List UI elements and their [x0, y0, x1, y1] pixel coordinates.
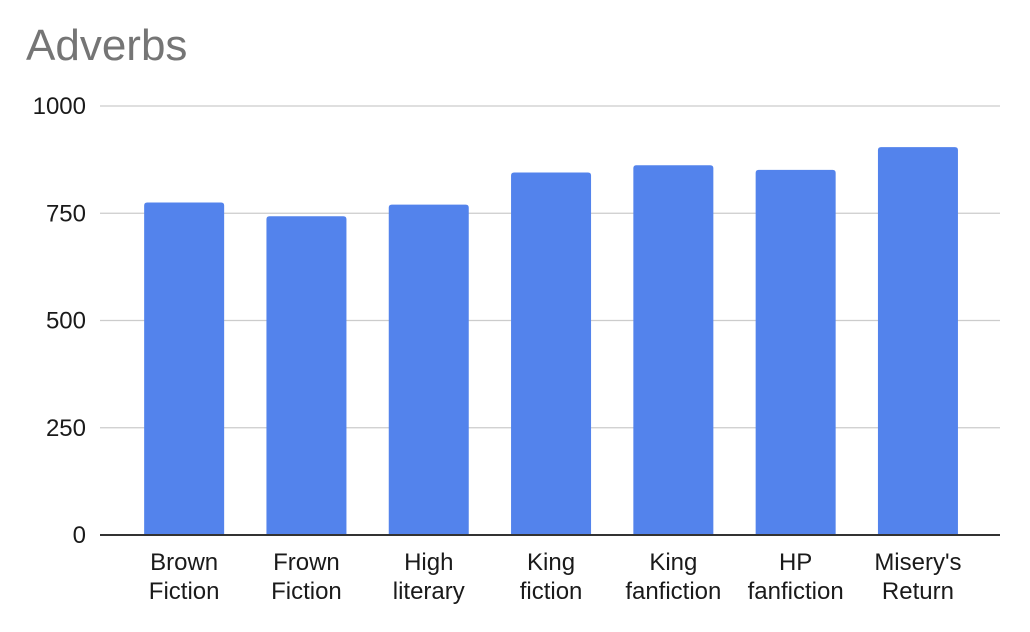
y-tick-label-0: 0 [73, 522, 86, 549]
x-tick-label-king-fiction-line-1: King [527, 549, 575, 576]
bars [144, 147, 958, 536]
x-tick-label-hp-fanfiction-line-1: HP [779, 549, 812, 576]
x-tick-label-king-fiction-line-2: fiction [520, 578, 583, 605]
bar-king-fanfiction [633, 165, 714, 535]
x-tick-label-brown-fiction-line-1: Brown [150, 549, 218, 576]
y-tick-label-500: 500 [46, 308, 86, 335]
chart-title: Adverbs [26, 21, 188, 70]
x-tick-label-king-fanfiction-line-1: King [649, 549, 697, 576]
x-tick-label-high-literary-line-1: High [404, 549, 453, 576]
bar-brown-fiction [144, 202, 225, 535]
x-tick-label-king-fanfiction-line-2: fanfiction [625, 578, 721, 605]
x-tick-label-brown-fiction-line-2: Fiction [149, 578, 220, 605]
x-tick-label-misery-s-return-line-1: Misery's [874, 549, 961, 576]
y-tick-label-1000: 1000 [33, 93, 86, 120]
x-tick-label-frown-fiction-line-2: Fiction [271, 578, 342, 605]
x-tick-label-hp-fanfiction-line-2: fanfiction [748, 578, 844, 605]
bar-misery-s-return [877, 147, 958, 535]
x-tick-label-frown-fiction-line-1: Frown [273, 549, 340, 576]
bar-king-fiction [511, 172, 592, 535]
labels: 02505007501000BrownFictionFrownFictionHi… [33, 93, 962, 605]
y-tick-label-750: 750 [46, 200, 86, 227]
x-tick-label-high-literary-line-2: literary [393, 578, 465, 605]
bar-high-literary [388, 204, 469, 536]
y-tick-label-250: 250 [46, 415, 86, 442]
x-tick-label-misery-s-return-line-2: Return [882, 578, 954, 605]
bar-frown-fiction [266, 216, 347, 536]
bar-hp-fanfiction [755, 169, 836, 535]
